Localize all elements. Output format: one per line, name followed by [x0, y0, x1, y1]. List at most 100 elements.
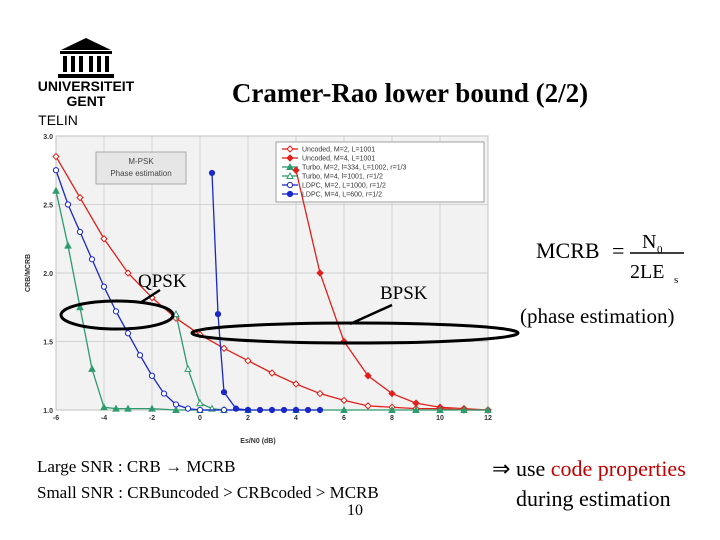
data-point [148, 404, 156, 412]
data-point [220, 344, 228, 353]
data-point [412, 405, 420, 413]
data-point [124, 330, 132, 337]
data-point [172, 310, 180, 318]
large-snr-prefix: Large SNR : CRB [37, 457, 166, 476]
inner-label-box: M-PSK Phase estimation [95, 151, 187, 185]
mcrb-formula: MCRB = N 0 2LE s [536, 231, 684, 286]
data-point [292, 166, 300, 174]
formula-denominator-sub: s [674, 274, 678, 286]
slide-title: Cramer-Rao lower bound (2/2) [231, 78, 589, 108]
data-point [388, 405, 396, 413]
data-point [292, 406, 300, 414]
data-point [220, 389, 228, 396]
legend-entry: Uncoded, M=2, L=1001 [302, 147, 375, 154]
data-point [220, 406, 228, 414]
chart-legend: Uncoded, M=2, L=1001 Uncoded, M=4, L=1001… [275, 141, 485, 203]
dept-label: TELIN [38, 112, 78, 128]
data-point [268, 369, 276, 377]
data-point [208, 169, 216, 177]
data-point [124, 269, 132, 277]
legend-box [275, 141, 485, 203]
data-point [214, 311, 222, 318]
during-estimation-text: during estimation [516, 486, 671, 511]
data-point [460, 405, 468, 413]
formula-denominator: 2LE [630, 261, 664, 283]
x-tick-label: 0 [198, 415, 202, 422]
legend-marker [286, 162, 294, 170]
data-point [172, 405, 180, 413]
y-tick-label: 3.0 [43, 134, 53, 141]
x-tick-label: 2 [246, 415, 250, 422]
large-snr-statement: Large SNR : CRB → MCRB [37, 457, 236, 477]
data-point [148, 372, 156, 379]
x-axis-label: Es/N0 (dB) [240, 438, 275, 445]
x-tick-label: -4 [101, 415, 107, 422]
data-point [52, 152, 60, 161]
data-point [88, 256, 96, 263]
data-point [196, 406, 204, 414]
formula-equals: = [612, 238, 624, 263]
y-tick-label: 1.0 [43, 408, 53, 415]
data-point [52, 186, 60, 194]
data-point [112, 404, 120, 412]
data-point [100, 235, 108, 243]
data-point [364, 372, 372, 380]
formula-lhs: MCRB [536, 238, 600, 263]
qpsk-label: QPSK [138, 271, 187, 292]
y-tick-labels: 1.0 1.5 2.0 2.5 3.0 [43, 134, 53, 415]
data-point [364, 402, 372, 410]
data-point [304, 406, 312, 414]
x-tick-label: 12 [484, 415, 492, 422]
qpsk-oval [59, 299, 175, 331]
data-point [268, 406, 276, 414]
data-point [88, 364, 96, 372]
y-tick-label: 2.5 [43, 203, 53, 210]
data-point [280, 406, 288, 414]
arrow-icon: → [165, 457, 183, 476]
series-group [52, 152, 492, 414]
data-point [76, 193, 84, 202]
data-point [76, 303, 84, 311]
use-code-statement: ⇒ use code properties [492, 456, 686, 482]
legend-marker [286, 181, 294, 189]
series-4 [52, 167, 252, 414]
formula-numerator-sub: 0 [657, 244, 663, 256]
data-point [136, 352, 144, 359]
inner-label-line1: M-PSK [128, 157, 154, 166]
legend-entry: LDPC, M=4, L=600, r=1/2 [302, 192, 382, 199]
data-point [232, 405, 240, 412]
data-point [160, 390, 168, 397]
data-point [52, 167, 60, 174]
x-tick-label: -2 [149, 415, 155, 422]
data-point [112, 308, 120, 315]
bpsk-oval [190, 321, 520, 345]
y-tick-label: 1.5 [43, 340, 53, 347]
bpsk-label: BPSK [380, 283, 428, 304]
use-prefix: use [510, 456, 551, 481]
data-point [292, 380, 300, 388]
x-tick-labels: -6 -4 -2 0 2 4 6 8 10 12 [53, 415, 492, 422]
inner-label-line2: Phase estimation [110, 169, 171, 178]
legend-entry: LDPC, M=2, L=1000, r=1/2 [302, 183, 386, 190]
data-point [484, 405, 492, 413]
legend-marker [286, 154, 294, 162]
x-tick-label: -6 [53, 415, 59, 422]
data-point [340, 396, 348, 405]
x-tick-label: 6 [342, 415, 346, 422]
data-point [340, 405, 348, 413]
data-point [244, 356, 252, 365]
small-snr-statement: Small SNR : CRBuncoded > CRBcoded > MCRB [37, 483, 379, 502]
data-point [388, 389, 396, 398]
y-axis-label: CRB/MCRB [25, 254, 32, 292]
x-tick-label: 8 [390, 415, 394, 422]
logo-line2: GENT [66, 93, 106, 109]
data-point [100, 283, 108, 290]
legend-entry: Turbo, M=2, l=334, L=1002, r=1/3 [302, 165, 407, 172]
university-logo: UNIVERSITEIT GENT TELIN [36, 36, 136, 136]
data-point [196, 399, 204, 407]
implies-icon: ⇒ [492, 456, 511, 481]
data-point [436, 405, 444, 413]
page-number: 10 [347, 502, 363, 519]
crb-chart: 1.0 1.5 2.0 2.5 3.0 -6 -4 -2 0 2 4 6 8 10 12 CRB/MCRB… [25, 134, 492, 445]
